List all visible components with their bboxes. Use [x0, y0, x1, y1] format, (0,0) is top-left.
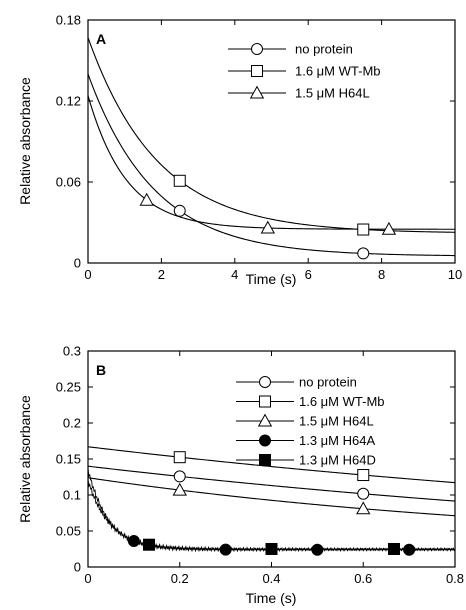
panel-b-point-1-3-m-h64a — [127, 535, 140, 548]
panel-a-point-1-5-m-h64l — [260, 220, 276, 234]
panel-b-markers — [127, 451, 416, 556]
panel-b-legend-label-no-protein: no protein — [299, 375, 357, 390]
panel-b-y-tick-label: 0.05 — [56, 524, 81, 539]
panel-a-point-1-6-m-wt-mb — [173, 174, 186, 187]
panel-b-y-tick-label: 0.25 — [56, 380, 81, 395]
panel-a-markers — [139, 174, 397, 260]
panel-b-point-no-protein — [173, 470, 186, 483]
panel-b-y-tick-label: 0.15 — [56, 452, 81, 467]
panel-b: B Time (s) Relative absorbance 0 0.2 0.4 0.… — [17, 344, 464, 607]
panel-a-x-tick-label: 6 — [305, 267, 312, 282]
panel-b-y-tick-label: 0.2 — [63, 416, 81, 431]
panel-a-legend-marker-1-5-m-h64l — [249, 85, 265, 99]
panel-a-y-tick-label: 0.18 — [56, 13, 81, 28]
panel-b-legend-label-1-3-m-h64a: 1.3 μM H64A — [299, 433, 375, 448]
panel-a-y-tick-label: 0.12 — [56, 94, 81, 109]
panel-b-y-tick-label: 0.3 — [63, 344, 81, 359]
panel-a-legend-label-1-5-m-h64l: 1.5 μM H64L — [295, 86, 370, 101]
panel-b-series-line-1-6-m-wt-mb — [87, 446, 456, 484]
panel-a-legend: no protein 1.6 μM WT-Mb 1.5 μM H64L — [228, 42, 381, 101]
panel-a-x-tick-label: 4 — [231, 267, 238, 282]
panel-a-series-line-1-5-m-h64l — [87, 95, 455, 230]
panel-b-point-1-3-m-h64a — [219, 543, 232, 556]
panel-b-point-1-6-m-wt-mb — [173, 451, 186, 464]
panel-a-y-tick-label: 0 — [74, 256, 81, 271]
panel-b-legend-marker-1-3-m-h64d — [259, 454, 271, 466]
panel-a-y-axis-label: Relative absorbance — [17, 77, 33, 205]
panel-b-point-1-6-m-wt-mb — [357, 469, 370, 482]
panel-b-point-1-3-m-h64d — [143, 538, 156, 551]
panel-a-ticks: 0 2 4 6 8 10 0 0.06 0.12 0.18 — [56, 13, 463, 283]
panel-a-point-1-5-m-h64l — [381, 221, 397, 235]
panel-a-legend-label-no-protein: no protein — [295, 42, 353, 57]
panel-b-legend-marker-no-protein — [259, 376, 271, 388]
panel-a-legend-label-1-6-m-wt-mb: 1.6 μM WT-Mb — [295, 64, 381, 79]
panel-a-label: A — [96, 31, 106, 47]
panel-b-label: B — [96, 362, 106, 378]
panel-b-legend-marker-1-5-m-h64l — [257, 413, 273, 427]
panel-a-frame — [87, 19, 456, 264]
panel-a-legend-marker-no-protein — [251, 43, 263, 55]
panel-b-x-tick-label: 0.4 — [262, 571, 280, 586]
panel-b-point-1-5-m-h64l — [356, 501, 371, 515]
panel-b-x-tick-label: 0.2 — [171, 571, 189, 586]
panel-b-point-1-3-m-h64a — [311, 543, 324, 556]
panel-a-x-tick-label: 0 — [84, 267, 91, 282]
panel-b-x-tick-label: 0.6 — [354, 571, 372, 586]
panel-a-point-1-5-m-h64l — [139, 192, 154, 206]
panel-b-legend-label-1-3-m-h64d: 1.3 μM H64D — [299, 453, 376, 468]
panel-b-point-1-3-m-h64a — [403, 543, 416, 556]
panel-b-point-1-3-m-h64d — [387, 542, 400, 555]
panel-b-point-1-3-m-h64d — [265, 542, 278, 555]
panel-b-y-tick-label: 0.1 — [63, 488, 81, 503]
panel-a-point-1-6-m-wt-mb — [357, 223, 370, 236]
panel-b-series-line-no-protein — [87, 465, 456, 502]
panel-b-frame — [87, 350, 456, 568]
panel-b-y-tick-label: 0 — [74, 560, 81, 575]
panel-a-legend-marker-1-6-m-wt-mb — [251, 65, 263, 77]
panel-b-legend-label-1-5-m-h64l: 1.5 μM H64L — [299, 414, 374, 429]
panel-a-point-no-protein — [357, 247, 370, 260]
panel-a-x-tick-label: 2 — [158, 267, 165, 282]
panel-b-point-1-5-m-h64l — [172, 482, 187, 496]
panel-b-x-tick-label: 0.8 — [446, 571, 464, 586]
panel-b-series-line-1-5-m-h64l — [87, 477, 456, 517]
panel-b-ticks: 0 0.2 0.4 0.6 0.8 0 0.05 0.1 0.15 0.2 0.25 0.3 — [56, 344, 464, 587]
panel-b-series-line-1-3-m-h64a — [87, 468, 456, 553]
panel-a-series-line-no-protein — [87, 73, 456, 257]
panel-a-y-tick-label: 0.06 — [56, 175, 81, 190]
panel-a-x-axis-label: Time (s) — [246, 271, 297, 287]
panel-b-curves — [87, 446, 456, 553]
panel-a-point-no-protein — [173, 204, 186, 217]
panel-b-legend: no protein 1.6 μM WT-Mb 1.5 μM H64L 1.3 μM … — [236, 375, 385, 468]
panel-a: A Time (s) Relative absorbance 0 2 4 6 8 1000… — [17, 13, 462, 288]
panel-b-point-no-protein — [357, 487, 370, 500]
panel-b-x-tick-label: 0 — [84, 571, 91, 586]
panel-b-legend-marker-1-6-m-wt-mb — [259, 395, 271, 408]
panel-b-legend-label-1-6-m-wt-mb: 1.6 μM WT-Mb — [299, 394, 385, 409]
panel-b-x-axis-label: Time (s) — [246, 590, 297, 606]
panel-a-x-tick-label: 8 — [378, 267, 385, 282]
panel-b-y-axis-label: Relative absorbance — [17, 395, 33, 523]
panel-a-x-tick-label: 10 — [448, 267, 462, 282]
panel-a-curves — [87, 37, 456, 257]
panel-b-legend-marker-1-3-m-h64a — [259, 434, 271, 447]
